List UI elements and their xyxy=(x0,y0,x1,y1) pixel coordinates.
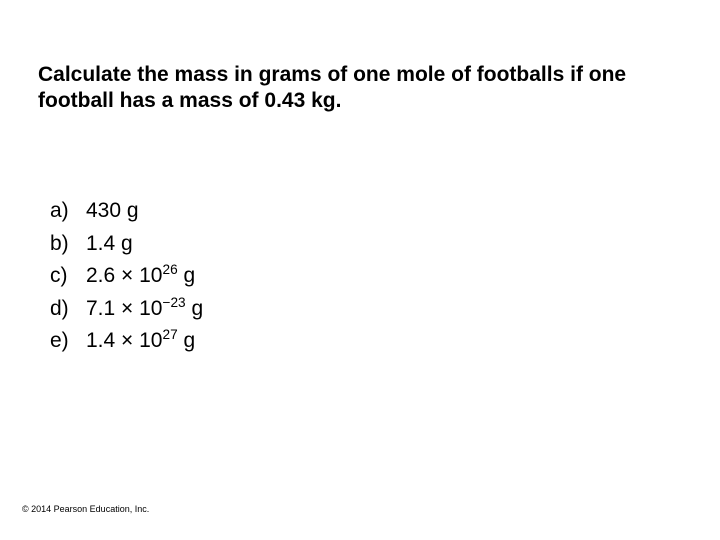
choice-c-post: g xyxy=(178,264,196,287)
choice-e-label: e) xyxy=(50,325,86,358)
choice-a: a) 430 g xyxy=(50,195,203,228)
choice-d-label: d) xyxy=(50,293,86,326)
question-text: Calculate the mass in grams of one mole … xyxy=(38,62,682,115)
choice-c-label: c) xyxy=(50,260,86,293)
choice-e-exp: 27 xyxy=(162,327,177,342)
choice-c-text: 2.6 × 1026 g xyxy=(86,260,195,293)
choice-d-text: 7.1 × 10−23 g xyxy=(86,293,203,326)
choice-b-text: 1.4 g xyxy=(86,228,133,261)
choice-d: d) 7.1 × 10−23 g xyxy=(50,293,203,326)
choice-e-post: g xyxy=(178,329,196,352)
choice-d-exp: −23 xyxy=(162,295,185,310)
choice-c-pre: 2.6 × 10 xyxy=(86,264,162,287)
choice-d-post: g xyxy=(186,297,204,320)
choice-d-pre: 7.1 × 10 xyxy=(86,297,162,320)
choice-c-exp: 26 xyxy=(162,262,177,277)
choice-e-text: 1.4 × 1027 g xyxy=(86,325,195,358)
choice-a-label: a) xyxy=(50,195,86,228)
choices-list: a) 430 g b) 1.4 g c) 2.6 × 1026 g d) 7.1… xyxy=(50,195,203,358)
choice-e: e) 1.4 × 1027 g xyxy=(50,325,203,358)
choice-b: b) 1.4 g xyxy=(50,228,203,261)
choice-c: c) 2.6 × 1026 g xyxy=(50,260,203,293)
choice-e-pre: 1.4 × 10 xyxy=(86,329,162,352)
choice-b-label: b) xyxy=(50,228,86,261)
slide: Calculate the mass in grams of one mole … xyxy=(0,0,720,540)
choice-a-text: 430 g xyxy=(86,195,139,228)
copyright-text: © 2014 Pearson Education, Inc. xyxy=(22,504,149,514)
